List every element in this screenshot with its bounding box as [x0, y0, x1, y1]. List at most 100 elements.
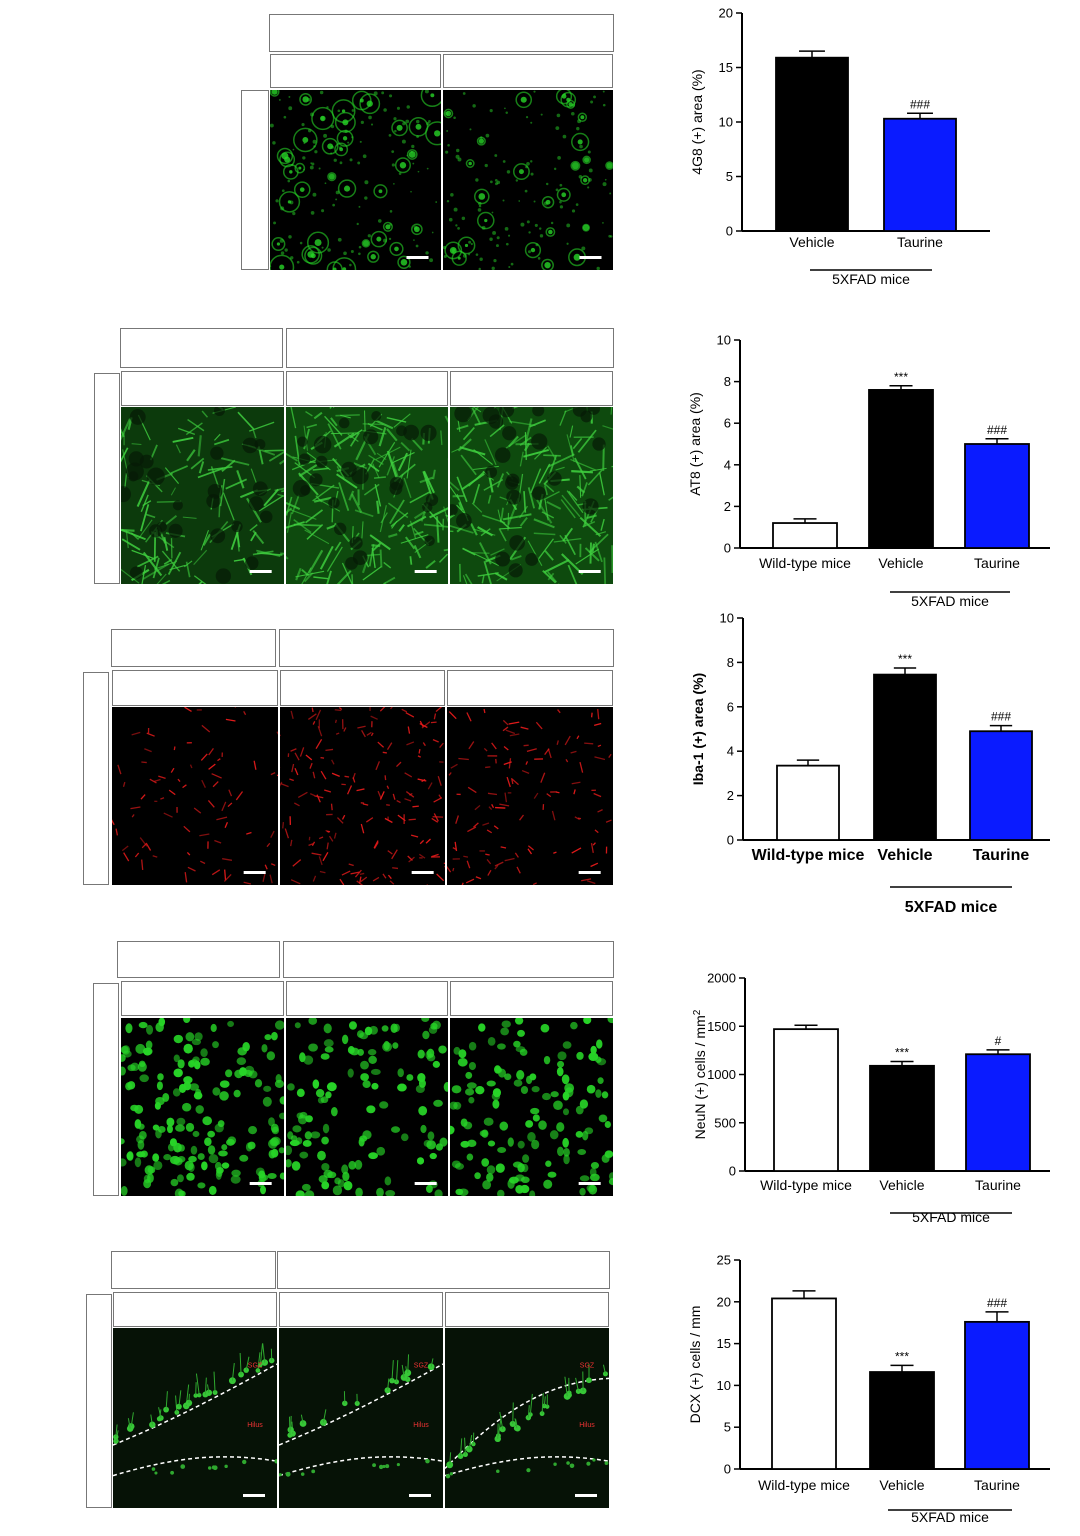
plaque-ring [425, 121, 441, 146]
speck [349, 263, 352, 267]
fiber [140, 494, 149, 512]
y-tick-label: 1000 [707, 1067, 736, 1082]
microglia-process [608, 753, 612, 759]
y-axis-label: Iba-1 (+) area (%) [690, 673, 706, 785]
neuron-nucleus [157, 1073, 164, 1081]
neuron-nucleus [212, 1087, 221, 1096]
fiber [379, 505, 387, 533]
neuron-nucleus [340, 1164, 348, 1175]
dcx-dendrite [204, 1377, 207, 1395]
bar [964, 1320, 1030, 1470]
neuron-nucleus [207, 1145, 216, 1155]
microglia-process [406, 855, 413, 861]
neuron-nucleus [278, 1147, 284, 1154]
speck [601, 222, 604, 224]
bar [773, 1028, 839, 1172]
fiber [175, 444, 181, 454]
neuron-nucleus [517, 1140, 526, 1149]
scale-bar [578, 1182, 601, 1185]
scale-bar [414, 1182, 437, 1185]
y-tick-label: 0 [724, 541, 731, 556]
microglia-process [527, 848, 533, 855]
neuron-nucleus [367, 1049, 377, 1056]
fiber [198, 580, 203, 584]
speck [290, 256, 294, 260]
neuron-nucleus [153, 1160, 163, 1171]
microglia-process [386, 785, 389, 790]
dcx-cell [151, 1467, 156, 1471]
speck [335, 198, 338, 201]
y-axis-label: AT8 (+) area (%) [687, 392, 703, 496]
neuron-nucleus [475, 1085, 485, 1095]
fiber [423, 523, 449, 528]
micrograph-image [450, 407, 613, 584]
bar [869, 1371, 935, 1470]
neuron-nucleus [563, 1154, 571, 1165]
microglia-process [573, 789, 577, 795]
microglia-process [112, 819, 115, 826]
plaque-ring [394, 157, 411, 174]
microglia-process [467, 826, 477, 833]
fiber [250, 531, 257, 542]
micrograph-image [285, 407, 449, 584]
micrograph-image [121, 1018, 284, 1196]
speck [309, 165, 314, 170]
micrograph-image [279, 707, 446, 885]
microglia-process [405, 712, 414, 718]
microglia-process [410, 834, 418, 838]
microglia-process [350, 871, 360, 875]
microglia-process [281, 822, 284, 829]
neuron-nucleus [515, 1185, 525, 1194]
region-label-hilus: Hilus [579, 1422, 595, 1429]
microglia-process [375, 761, 380, 771]
neuron-nucleus [262, 1096, 272, 1107]
fiber [567, 564, 578, 584]
microglia-process [387, 850, 393, 855]
microglia-process [494, 825, 500, 830]
plaque-ring [373, 184, 388, 199]
speck [335, 190, 340, 195]
plaque-ring [307, 231, 330, 254]
dcx-cell [243, 1367, 249, 1373]
plaque-core [547, 229, 553, 235]
plaque-ring [524, 241, 541, 259]
neuron-nucleus [274, 1020, 284, 1030]
fiber [564, 534, 577, 556]
neuron-nucleus [531, 1085, 540, 1093]
dcx-cell [389, 1377, 395, 1384]
neuron-nucleus [527, 1132, 537, 1142]
scale-bar [243, 1494, 265, 1497]
microglia-process [548, 748, 553, 759]
microglia-process [447, 866, 452, 873]
microglia-process [576, 735, 580, 740]
dcx-dendrite [158, 1407, 162, 1419]
neuron-nucleus [465, 1071, 473, 1079]
neuron-nucleus [326, 1082, 337, 1092]
fiber [326, 546, 343, 572]
neuron-nucleus [580, 1099, 589, 1109]
dcx-cell [496, 1469, 500, 1474]
neuron-nucleus [520, 1048, 528, 1056]
microglia-process [224, 822, 229, 828]
fiber [484, 439, 497, 466]
microglia-process [587, 880, 596, 885]
neuron-nucleus [484, 1117, 494, 1126]
neuron-nucleus [254, 1079, 263, 1088]
neuron-nucleus [200, 1057, 210, 1066]
neuron-nucleus [295, 1190, 305, 1196]
microglia-process [597, 744, 602, 748]
microglia-process [366, 731, 372, 736]
neuron-nucleus [396, 1083, 407, 1092]
scale-bar [578, 871, 601, 874]
neuron-nucleus [514, 1079, 523, 1087]
cell-body [168, 523, 183, 538]
speck [467, 240, 471, 244]
significance-label: ### [910, 97, 930, 111]
cell-body [129, 409, 146, 425]
neuron-nucleus [197, 1153, 205, 1161]
group-header [269, 14, 614, 52]
fiber [561, 499, 577, 519]
fiber [390, 512, 408, 527]
microglia-process [117, 764, 122, 775]
significance-label: *** [894, 370, 908, 384]
